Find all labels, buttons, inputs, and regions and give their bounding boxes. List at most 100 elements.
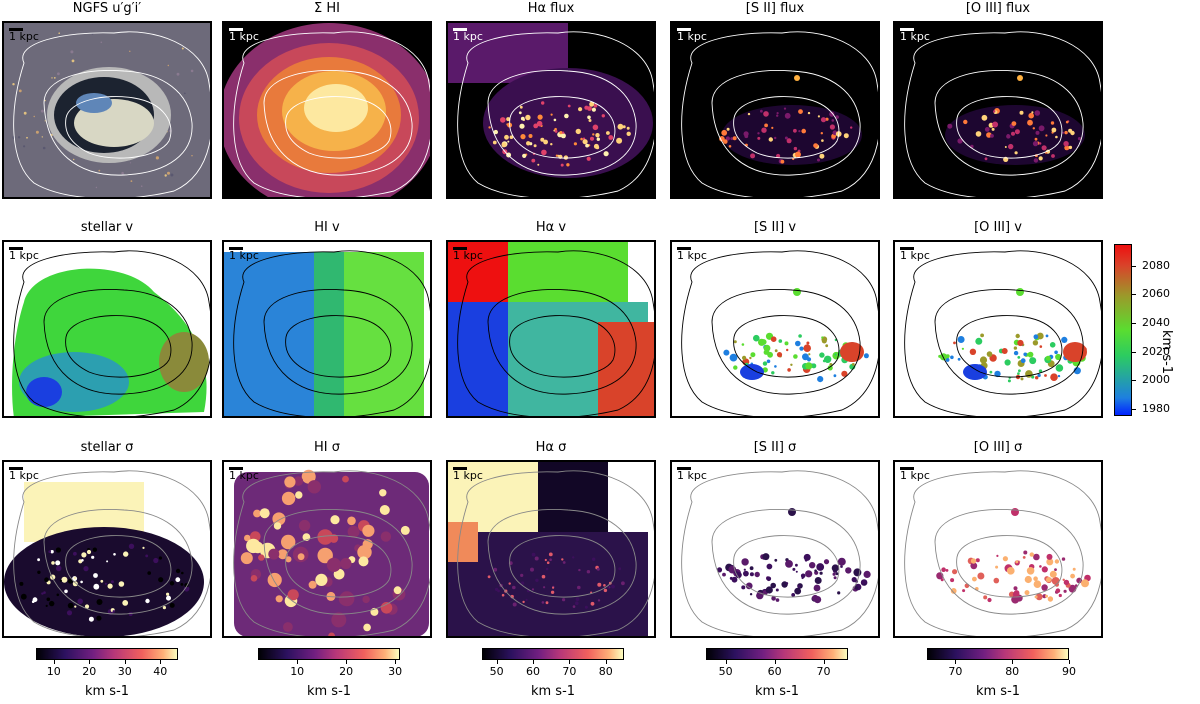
scale-bar-label: 1 kpc — [9, 469, 39, 482]
contour-line — [509, 315, 616, 378]
scale-bar: 1 kpc — [9, 247, 39, 261]
contour-line — [934, 70, 1084, 176]
panel-title: Σ HI — [314, 1, 340, 16]
contour-line — [711, 70, 861, 176]
colorbar-tick-mark — [1132, 265, 1136, 267]
scale-bar: 1 kpc — [900, 247, 930, 261]
colorbar-tick-label: 90 — [1062, 665, 1076, 678]
panel-title: [O III] σ — [973, 440, 1023, 455]
contour-line — [13, 31, 210, 197]
map-image — [224, 242, 430, 416]
contour-line — [13, 250, 210, 416]
colorbar-tick-mark — [297, 660, 299, 664]
scale-bar-line — [900, 247, 914, 250]
scale-bar-line — [900, 28, 914, 31]
scale-bar-line — [453, 467, 467, 470]
contour-line — [65, 96, 172, 159]
contour-line — [509, 96, 616, 159]
scale-bar-line — [453, 247, 467, 250]
map-image — [4, 23, 210, 197]
contour-line — [233, 31, 430, 197]
colorbar-label: km s-1 — [754, 684, 800, 699]
scale-bar: 1 kpc — [9, 28, 39, 42]
contour-line — [487, 509, 637, 615]
colorbar-tick-mark — [774, 660, 776, 664]
flux-map-panel: 1 kpc — [2, 21, 212, 199]
colorbar-tick-label: 20 — [82, 665, 97, 678]
dispersion-map-panel: 1 kpc — [446, 460, 656, 638]
flux-map-panel: 1 kpc — [446, 21, 656, 199]
colorbar-tick-mark — [823, 660, 825, 664]
contour-line — [509, 535, 616, 598]
contour-line — [681, 470, 878, 636]
isophote-contours — [681, 470, 878, 636]
isophote-contours — [457, 250, 654, 416]
colorbar-label: km s-1 — [530, 684, 576, 699]
panel-title: [O III] v — [974, 220, 1022, 235]
scale-bar: 1 kpc — [453, 28, 483, 42]
colorbar-tick-mark — [1132, 408, 1136, 410]
contour-line — [457, 31, 654, 197]
map-image — [895, 242, 1101, 416]
colorbar-tick-mark — [1132, 380, 1136, 382]
map-image — [224, 23, 430, 197]
colorbar-tick-mark — [605, 660, 607, 664]
panel-title: stellar σ — [80, 440, 134, 455]
contour-line — [934, 289, 1084, 395]
contour-line — [65, 535, 172, 598]
panel-title: HI σ — [314, 440, 340, 455]
contour-line — [285, 315, 392, 378]
isophote-contours — [233, 470, 430, 636]
contour-line — [285, 96, 392, 159]
scale-bar-line — [677, 467, 691, 470]
map-image — [895, 23, 1101, 197]
isophote-contours — [233, 31, 430, 197]
contour-line — [233, 470, 430, 636]
map-image — [448, 242, 654, 416]
colorbar-label: km s-1 — [306, 684, 352, 699]
flux-map-panel: 1 kpc — [893, 21, 1103, 199]
scale-bar-label: 1 kpc — [900, 469, 930, 482]
scale-bar-label: 1 kpc — [453, 469, 483, 482]
dispersion-map-panel: 1 kpc — [893, 460, 1103, 638]
colorbar-tick-mark — [1132, 322, 1136, 324]
colorbar-label: km s-1 — [975, 684, 1021, 699]
contour-line — [733, 315, 840, 378]
isophote-contours — [457, 31, 654, 197]
map-image — [448, 23, 654, 197]
dispersion-colorbar — [706, 648, 848, 660]
colorbar-tick-mark — [496, 660, 498, 664]
scale-bar-label: 1 kpc — [900, 249, 930, 262]
map-image — [895, 462, 1101, 636]
dispersion-colorbar — [482, 648, 624, 660]
scale-bar: 1 kpc — [453, 247, 483, 261]
colorbar-tick-mark — [395, 660, 397, 664]
colorbar-tick-mark — [1012, 660, 1014, 664]
scale-bar-label: 1 kpc — [677, 469, 707, 482]
contour-line — [681, 31, 878, 197]
panel-title: [S II] v — [753, 220, 797, 235]
panel-title: Hα v — [535, 220, 567, 235]
scale-bar-line — [229, 247, 243, 250]
colorbar-tick-label: 2020 — [1142, 344, 1170, 358]
velocity-map-panel: 1 kpc — [2, 240, 212, 418]
scale-bar: 1 kpc — [677, 467, 707, 481]
map-image — [4, 242, 210, 416]
contour-line — [43, 289, 193, 395]
colorbar-tick-label: 60 — [526, 665, 540, 678]
scale-bar-line — [900, 467, 914, 470]
isophote-contours — [681, 31, 878, 197]
contour-line — [43, 509, 193, 615]
colorbar-tick-mark — [1132, 294, 1136, 296]
colorbar-tick-label: 70 — [948, 665, 963, 678]
isophote-contours — [457, 470, 654, 636]
flux-map-panel: 1 kpc — [222, 21, 432, 199]
scale-bar: 1 kpc — [9, 467, 39, 481]
colorbar-tick-label: 2060 — [1142, 287, 1170, 301]
colorbar-tick-mark — [53, 660, 55, 664]
contour-line — [263, 70, 413, 176]
velocity-map-panel: 1 kpc — [222, 240, 432, 418]
colorbar-tick-label: 80 — [1005, 665, 1020, 678]
scale-bar-label: 1 kpc — [453, 30, 483, 43]
colorbar-tick-label: 30 — [117, 665, 132, 678]
